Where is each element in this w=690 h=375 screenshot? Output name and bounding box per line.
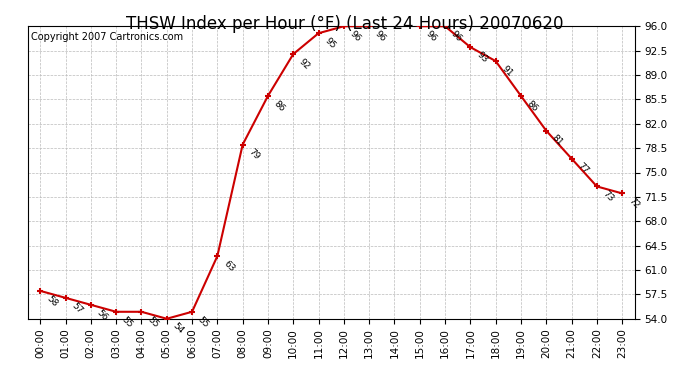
Text: 96: 96 [424,29,438,44]
Text: 93: 93 [475,50,489,64]
Text: 56: 56 [95,308,110,322]
Text: 57: 57 [70,301,84,315]
Text: 91: 91 [500,64,514,78]
Text: 55: 55 [196,315,210,329]
Text: 81: 81 [551,134,565,148]
Text: 95: 95 [323,36,337,51]
Text: 96: 96 [373,29,388,44]
Text: 96: 96 [449,29,464,44]
Text: 54: 54 [171,321,186,336]
Text: 73: 73 [601,189,615,204]
Text: 79: 79 [247,147,262,162]
Text: 58: 58 [44,294,59,308]
Text: 97: 97 [0,374,1,375]
Text: 72: 72 [627,196,641,211]
Text: Copyright 2007 Cartronics.com: Copyright 2007 Cartronics.com [30,32,183,42]
Text: 55: 55 [146,315,160,329]
Text: THSW Index per Hour (°F) (Last 24 Hours) 20070620: THSW Index per Hour (°F) (Last 24 Hours)… [126,15,564,33]
Text: 96: 96 [348,29,362,44]
Text: 86: 86 [272,99,286,113]
Text: 55: 55 [120,315,135,329]
Text: 86: 86 [525,99,540,113]
Text: 77: 77 [575,161,590,176]
Text: 92: 92 [297,57,312,71]
Text: 63: 63 [221,259,236,273]
